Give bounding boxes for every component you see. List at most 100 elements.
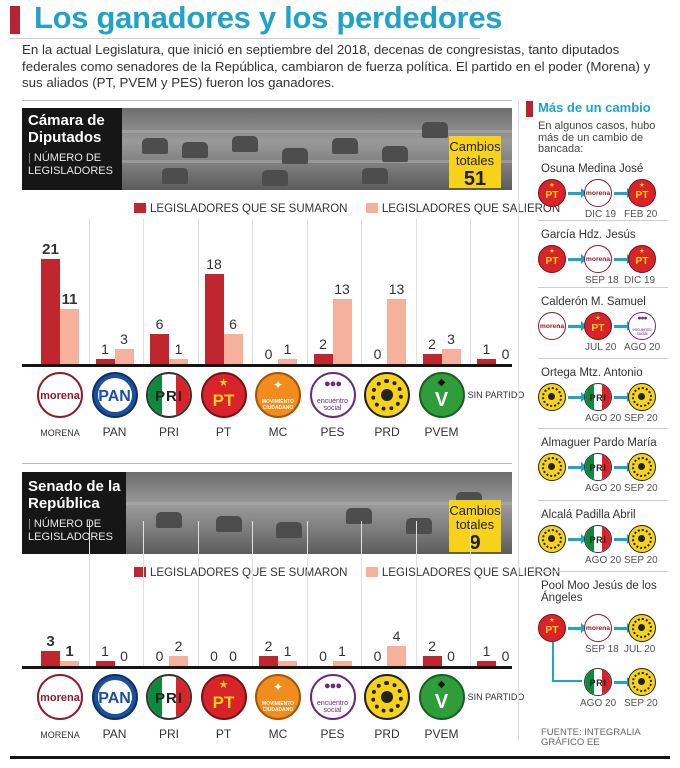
change-date: DIC 19: [585, 209, 617, 220]
change-date: SEP 18: [585, 644, 619, 655]
pt-logo-text: PT: [635, 190, 649, 202]
pt-star-icon: ★: [549, 617, 555, 625]
mc-logo-icon: MOVIMIENTO CIUDADANO ✦: [255, 372, 301, 418]
bottom-rule: [10, 756, 670, 759]
value-label-joined-pes: 2: [319, 336, 327, 352]
bar-joined-pri: [150, 334, 169, 364]
arrow-icon: [614, 534, 633, 544]
pri-logo-text: PRI: [154, 690, 183, 707]
page-title: Los ganadores y los perdedores: [34, 0, 503, 35]
section-rule: [22, 100, 512, 101]
change-date: SEP 20: [624, 413, 658, 424]
legend-left-label: LEGISLADORES QUE SALIERON: [381, 203, 561, 215]
column-separator: [470, 219, 471, 364]
party-label-pri: PRI: [158, 727, 179, 741]
pri-red: [175, 374, 190, 416]
bar-joined-morena: [41, 651, 60, 666]
party-label-pan: PAN: [102, 425, 127, 439]
legend-left-swatch: [365, 203, 378, 213]
mc-logo-icon: MOVIMIENTO CIUDADANO ✦: [255, 674, 301, 720]
pt-star-icon: ★: [218, 679, 229, 691]
prd-sun-core: [381, 691, 393, 703]
pes-people-icon: ●●●: [637, 315, 647, 323]
party-label-pvem: PVEM: [424, 727, 459, 741]
column-separator: [306, 521, 308, 666]
value-label-joined-morena: 3: [46, 633, 55, 650]
arrow-icon: [614, 392, 633, 402]
pt-logo-text: PT: [545, 625, 559, 637]
pri-logo-text: PRI: [589, 462, 607, 473]
pt-logo-icon: ★ PT: [628, 245, 656, 273]
value-label-joined-pvem: 2: [428, 336, 436, 352]
value-label-left-prd: 13: [388, 281, 405, 297]
party-label-sin: SIN PARTIDO: [467, 390, 525, 400]
prd-logo-icon: [538, 453, 566, 481]
pan-logo-inner: [97, 378, 132, 412]
prd-sun-ring: [542, 457, 562, 477]
pri-red: [602, 454, 611, 480]
pes-logo-icon: ●●● encuentro social: [309, 372, 356, 418]
prd-logo-icon: [628, 525, 656, 553]
pt-star-icon: ★: [595, 315, 601, 323]
arrow-icon: [568, 623, 587, 633]
column-separator: [470, 521, 471, 666]
bar-joined-pes: [313, 354, 333, 364]
column-separator: [361, 521, 362, 666]
pt-logo-text: PT: [545, 256, 559, 268]
value-label-joined-pan: 1: [101, 643, 109, 659]
arrow-icon: [568, 188, 587, 198]
pan-logo-icon: PAN: [91, 674, 138, 720]
pt-star-icon: ★: [639, 248, 645, 256]
pvem-toucan-icon: ◆: [437, 377, 446, 388]
pes-logo-text: encuentro social: [632, 326, 652, 336]
pt-logo-icon: ★ PT: [200, 674, 247, 720]
column-separator: [361, 219, 362, 364]
column-separator: [143, 219, 144, 364]
changes-label: Cambios totales: [449, 139, 501, 168]
value-label-left-pvem: 3: [447, 331, 455, 347]
pri-green: [585, 669, 594, 695]
senado-changes-badge: Cambios totales 9: [449, 500, 501, 554]
prd-sun-ring: [371, 681, 403, 713]
value-label-joined-sin: 1: [482, 643, 491, 659]
party-label-pri: PRI: [158, 425, 179, 439]
pri-logo-icon: PRI: [584, 525, 612, 553]
prd-sun-core: [638, 393, 646, 401]
column-separator: [415, 521, 417, 666]
prd-logo-icon: [628, 383, 656, 411]
pt-logo-icon: ★ PT: [538, 245, 566, 273]
title-accent-bar: [10, 6, 20, 34]
prd-sun-core: [548, 463, 556, 471]
diputados-changes-badge: Cambios totales 51: [449, 136, 501, 190]
pt-star-icon: ★: [549, 248, 555, 256]
pes-people-icon: ●●●: [324, 378, 342, 390]
pt-logo-icon: ★ PT: [584, 312, 612, 340]
change-date: AGO 20: [585, 483, 622, 494]
morena-logo-text: morena: [585, 189, 611, 197]
bar-left-pt: [223, 334, 243, 364]
pes-logo-icon: ●●● encuentro social: [628, 312, 656, 340]
pan-logo-inner: [97, 680, 132, 714]
pan-logo-text: PAN: [98, 690, 131, 707]
pan-logo-text: PAN: [98, 388, 131, 405]
prd-sun-ring: [632, 457, 652, 477]
morena-logo-text: morena: [40, 692, 80, 704]
bar-left-pri: [169, 359, 188, 364]
mc-eagle-icon: ✦: [272, 378, 284, 392]
party-label-prd: PRD: [374, 425, 400, 439]
column-separator: [197, 219, 199, 364]
arrow-icon: [614, 188, 633, 198]
prd-sun-core: [638, 463, 646, 471]
change-date: AGO 20: [624, 342, 661, 353]
pt-star-icon: ★: [639, 182, 645, 190]
arrow-icon: [568, 462, 587, 472]
prd-sun-ring: [542, 387, 562, 407]
bar-left-mc: [278, 661, 297, 666]
pt-logo-text: PT: [591, 323, 605, 335]
morena-logo-icon: morena: [584, 614, 612, 642]
value-label-joined-pvem: 2: [428, 638, 436, 654]
morena-logo-icon: morena: [37, 674, 83, 720]
change-date: SEP 20: [624, 555, 658, 566]
value-label-left-pvem: 0: [447, 648, 455, 664]
diputados-subtitle: | NÚMERO DE LEGISLADORES: [28, 152, 113, 177]
